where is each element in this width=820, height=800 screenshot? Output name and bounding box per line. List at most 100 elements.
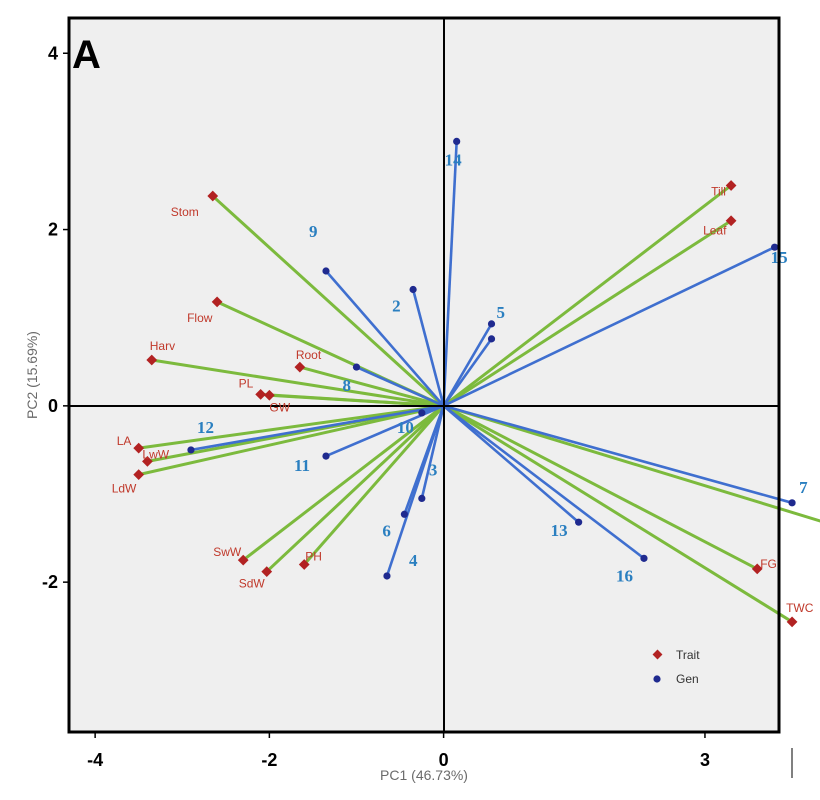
gen-vector [442,141,458,406]
x-axis-title: PC1 (46.73%) [380,767,468,783]
trait-vector [442,184,732,408]
gen-vector [355,365,445,408]
x-tick-label: 0 [439,750,449,770]
gen-point [771,243,779,251]
gen-point-label: 11 [294,456,310,475]
trait-point [207,190,219,202]
gen-point-label: 7 [799,478,808,497]
trait-point-label: SwW [213,545,242,559]
gen-vector [385,405,445,577]
trait-vector [269,393,444,408]
gen-point [640,554,648,562]
trait-vector [138,404,444,450]
gen-vector [442,404,645,560]
trait-point-label: Till [711,184,726,198]
gen-point [788,499,796,507]
trait-point [133,442,145,454]
trait-point [786,616,798,628]
trait-vector [442,404,758,571]
x-tick-label: -4 [87,750,103,770]
gen-point [575,518,583,526]
gen-point-label: 14 [445,150,463,169]
gen-point [418,494,426,503]
trait-vector [443,404,820,523]
trait-point [294,361,306,373]
trait-vector [303,404,445,566]
trait-point-label: PL [239,376,254,390]
trait-vector [442,404,793,624]
trait-vector [138,404,444,477]
point-labels-layer: Stom Till Leaf Flow Harv Root PL GW LA LwW LdW SwW S… [112,150,814,615]
gen-point [487,335,496,343]
y-tick-label: 2 [48,220,58,240]
trait-point-label: Flow [187,311,213,325]
trait-point [142,456,153,467]
gen-point-label: 13 [551,521,568,540]
trait-point-label: GW [269,400,290,414]
gen-point [400,510,408,518]
legend-trait-label: Trait [676,648,700,662]
gen-point-label: 8 [342,376,351,395]
plot-frame [67,16,781,734]
ticks-layer: -4 -2 0 3 4 2 0 -2 [42,43,710,770]
gen-point [453,137,461,146]
trait-point [725,215,737,227]
gen-point [322,452,330,460]
gen-vector [443,404,793,505]
trait-point [751,563,763,575]
gen-point-label: 10 [397,418,414,437]
gen-point-label: 6 [382,521,391,540]
vectors-layer [138,141,820,624]
trait-vector [242,404,445,562]
gen-point-label: 9 [309,222,318,241]
trait-point [146,354,158,366]
legend-gen-label: Gen [676,672,699,686]
legend-trait-marker [652,649,663,660]
gen-vector [442,323,493,407]
y-axis-title: PC2 (15.69%) [24,331,40,419]
trait-vector [442,219,732,408]
gen-point-label: 16 [616,566,633,585]
y-tick-label: 0 [48,396,58,416]
trait-vector [211,194,445,407]
trait-point-label: TWC [786,601,814,615]
gen-point-label: 2 [392,296,401,315]
gen-vector [443,246,776,408]
trait-point-label: Harv [150,339,175,353]
trait-point-label: LA [117,434,132,448]
trait-point [263,389,275,401]
trait-point [133,469,145,480]
gen-vector [442,338,493,407]
x-tick-label: 3 [700,750,710,770]
gen-point [487,320,496,328]
legend-gen-marker [653,675,661,683]
gen-point [352,363,361,371]
plot-background [69,18,779,732]
markers-layer [133,137,798,628]
gen-point [418,409,426,417]
gen-point [409,285,417,294]
gen-point [383,572,391,580]
trait-vector [265,404,445,573]
y-tick-label: -2 [42,572,58,592]
legend: Trait Gen [652,648,700,686]
gen-point-label: 12 [197,418,214,437]
trait-vector [151,358,444,408]
gen-point [322,267,330,275]
gen-point [187,446,195,454]
trait-point-label: Root [296,348,322,362]
trait-point-label: Leaf [703,224,727,238]
trait-point-label: LdW [112,482,137,496]
trait-point-label: PH [305,550,322,564]
gen-vector [190,404,444,452]
trait-point [211,296,223,308]
trait-point-label: LwW [142,447,169,461]
trait-point-label: SdW [239,577,266,591]
gen-point-label: 5 [497,303,506,322]
gen-vector [442,404,580,524]
gen-vector [325,270,445,407]
trait-point-label: Stom [171,205,199,219]
gen-point-label: 4 [409,551,418,570]
y-tick-label: 4 [48,43,58,63]
